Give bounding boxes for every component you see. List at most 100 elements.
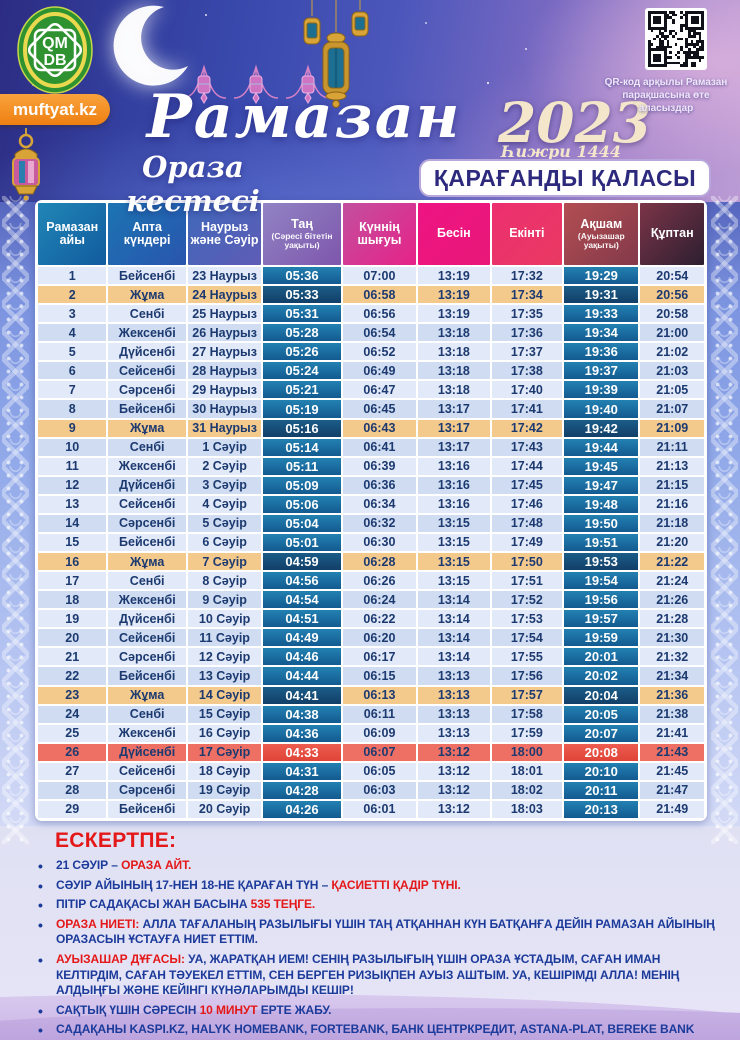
date: 11 Сәуір xyxy=(187,629,262,647)
weekday: Жексенбі xyxy=(108,724,186,742)
tan-time: 05:09 xyxy=(263,476,341,494)
ekinti-time: 17:36 xyxy=(491,324,563,342)
day-number: 25 xyxy=(38,724,107,742)
aqsham-time: 19:56 xyxy=(564,591,639,609)
aqsham-time: 19:57 xyxy=(564,610,639,628)
sunrise-time: 06:54 xyxy=(342,324,417,342)
sunrise-time: 06:13 xyxy=(342,686,417,704)
ekinti-time: 17:51 xyxy=(491,572,563,590)
tan-time: 05:24 xyxy=(263,362,341,380)
tan-time: 05:19 xyxy=(263,400,341,418)
date: 9 Сәуір xyxy=(187,591,262,609)
aqsham-time: 19:54 xyxy=(564,572,639,590)
besin-time: 13:12 xyxy=(418,762,490,780)
svg-text:DB: DB xyxy=(43,52,66,69)
tan-time: 05:31 xyxy=(263,305,341,323)
day-number: 16 xyxy=(38,553,107,571)
sunrise-time: 06:41 xyxy=(342,438,417,456)
besin-time: 13:16 xyxy=(418,457,490,475)
quptan-time: 21:07 xyxy=(640,400,704,418)
quptan-time: 21:05 xyxy=(640,381,704,399)
aqsham-time: 19:29 xyxy=(564,267,639,285)
notes-section: ЕСКЕРТПЕ: 21 СӘУІР – ОРАЗА АЙТ. СӘУІР АЙЫ… xyxy=(0,826,740,1040)
weekday: Бейсенбі xyxy=(108,800,186,818)
besin-time: 13:19 xyxy=(418,286,490,304)
weekday: Бейсенбі xyxy=(108,267,186,285)
quptan-time: 21:41 xyxy=(640,724,704,742)
date: 16 Сәуір xyxy=(187,724,262,742)
poster-subtitle: Ораза кестесі xyxy=(126,150,260,218)
sunrise-time: 06:30 xyxy=(342,533,417,552)
besin-time: 13:17 xyxy=(418,419,490,437)
sunrise-time: 06:05 xyxy=(342,762,417,780)
besin-time: 13:18 xyxy=(418,362,490,380)
quptan-time: 21:26 xyxy=(640,591,704,609)
ornament-border-right xyxy=(711,196,738,844)
tan-time: 05:04 xyxy=(263,514,341,532)
note-item: 21 СӘУІР – ОРАЗА АЙТ. xyxy=(30,857,722,875)
ekinti-time: 17:54 xyxy=(491,629,563,647)
aqsham-time: 19:51 xyxy=(564,533,639,552)
date: 13 Сәуір xyxy=(187,667,262,685)
quptan-time: 21:47 xyxy=(640,781,704,799)
ekinti-time: 18:01 xyxy=(491,762,563,780)
column-header-5: Күннің шығуы xyxy=(342,203,417,265)
aqsham-time: 19:59 xyxy=(564,629,639,647)
date: 4 Сәуір xyxy=(187,495,262,513)
weekday: Сенбі xyxy=(108,438,186,456)
tan-time: 04:26 xyxy=(263,800,341,818)
day-number: 18 xyxy=(38,591,107,609)
aqsham-time: 20:08 xyxy=(564,743,639,761)
aqsham-time: 19:33 xyxy=(564,305,639,323)
date: 30 Наурыз xyxy=(187,400,262,418)
date: 19 Сәуір xyxy=(187,781,262,799)
date: 26 Наурыз xyxy=(187,324,262,342)
note-item: САҚТЫҚ ҮШІН СӘРЕСІН 10 МИНУТ ЕРТЕ ЖАБУ. xyxy=(30,1002,722,1020)
aqsham-time: 20:13 xyxy=(564,800,639,818)
day-number: 1 xyxy=(38,267,107,285)
quptan-time: 21:16 xyxy=(640,495,704,513)
date: 10 Сәуір xyxy=(187,610,262,628)
date: 27 Наурыз xyxy=(187,343,262,361)
note-item: СӘУІР АЙЫНЫҢ 17-НЕН 18-НЕ ҚАРАҒАН ТҮН – … xyxy=(30,877,722,895)
tan-time: 05:33 xyxy=(263,286,341,304)
quptan-time: 21:36 xyxy=(640,686,704,704)
ornament-border-left xyxy=(2,196,29,844)
notes-heading: ЕСКЕРТПЕ: xyxy=(55,829,177,852)
besin-time: 13:18 xyxy=(418,381,490,399)
tan-time: 04:56 xyxy=(263,572,341,590)
date: 14 Сәуір xyxy=(187,686,262,704)
quptan-time: 21:22 xyxy=(640,553,704,571)
sunrise-time: 06:07 xyxy=(342,743,417,761)
besin-time: 13:16 xyxy=(418,476,490,494)
date: 15 Сәуір xyxy=(187,705,262,723)
quptan-time: 21:38 xyxy=(640,705,704,723)
column-header-4: Таң (Сәресі бітетін уақыты) xyxy=(263,203,341,265)
besin-time: 13:12 xyxy=(418,800,490,818)
aqsham-time: 19:44 xyxy=(564,438,639,456)
sunrise-time: 06:34 xyxy=(342,495,417,513)
qmdb-logo: QM DB xyxy=(17,6,93,94)
column-header-9: Құптан xyxy=(640,203,704,265)
date: 8 Сәуір xyxy=(187,572,262,590)
column-header-3: Наурыз және Сәуір xyxy=(187,203,262,265)
quptan-time: 21:34 xyxy=(640,667,704,685)
ekinti-time: 17:46 xyxy=(491,495,563,513)
date: 5 Сәуір xyxy=(187,514,262,532)
quptan-time: 21:45 xyxy=(640,762,704,780)
weekday: Сәрсенбі xyxy=(108,648,186,666)
tan-time: 04:38 xyxy=(263,705,341,723)
aqsham-time: 20:11 xyxy=(564,781,639,799)
day-number: 19 xyxy=(38,610,107,628)
ekinti-time: 18:02 xyxy=(491,781,563,799)
besin-time: 13:17 xyxy=(418,438,490,456)
weekday: Сейсенбі xyxy=(108,762,186,780)
prayer-times-table: Рамазан айы Апта күндері Наурыз және Сәуір… xyxy=(35,200,707,821)
quptan-time: 21:28 xyxy=(640,610,704,628)
date: 31 Наурыз xyxy=(187,419,262,437)
day-number: 2 xyxy=(38,286,107,304)
date: 2 Сәуір xyxy=(187,457,262,475)
date: 3 Сәуір xyxy=(187,476,262,494)
ekinti-time: 17:37 xyxy=(491,343,563,361)
muftyat-site-badge: muftyat.kz xyxy=(0,94,110,125)
